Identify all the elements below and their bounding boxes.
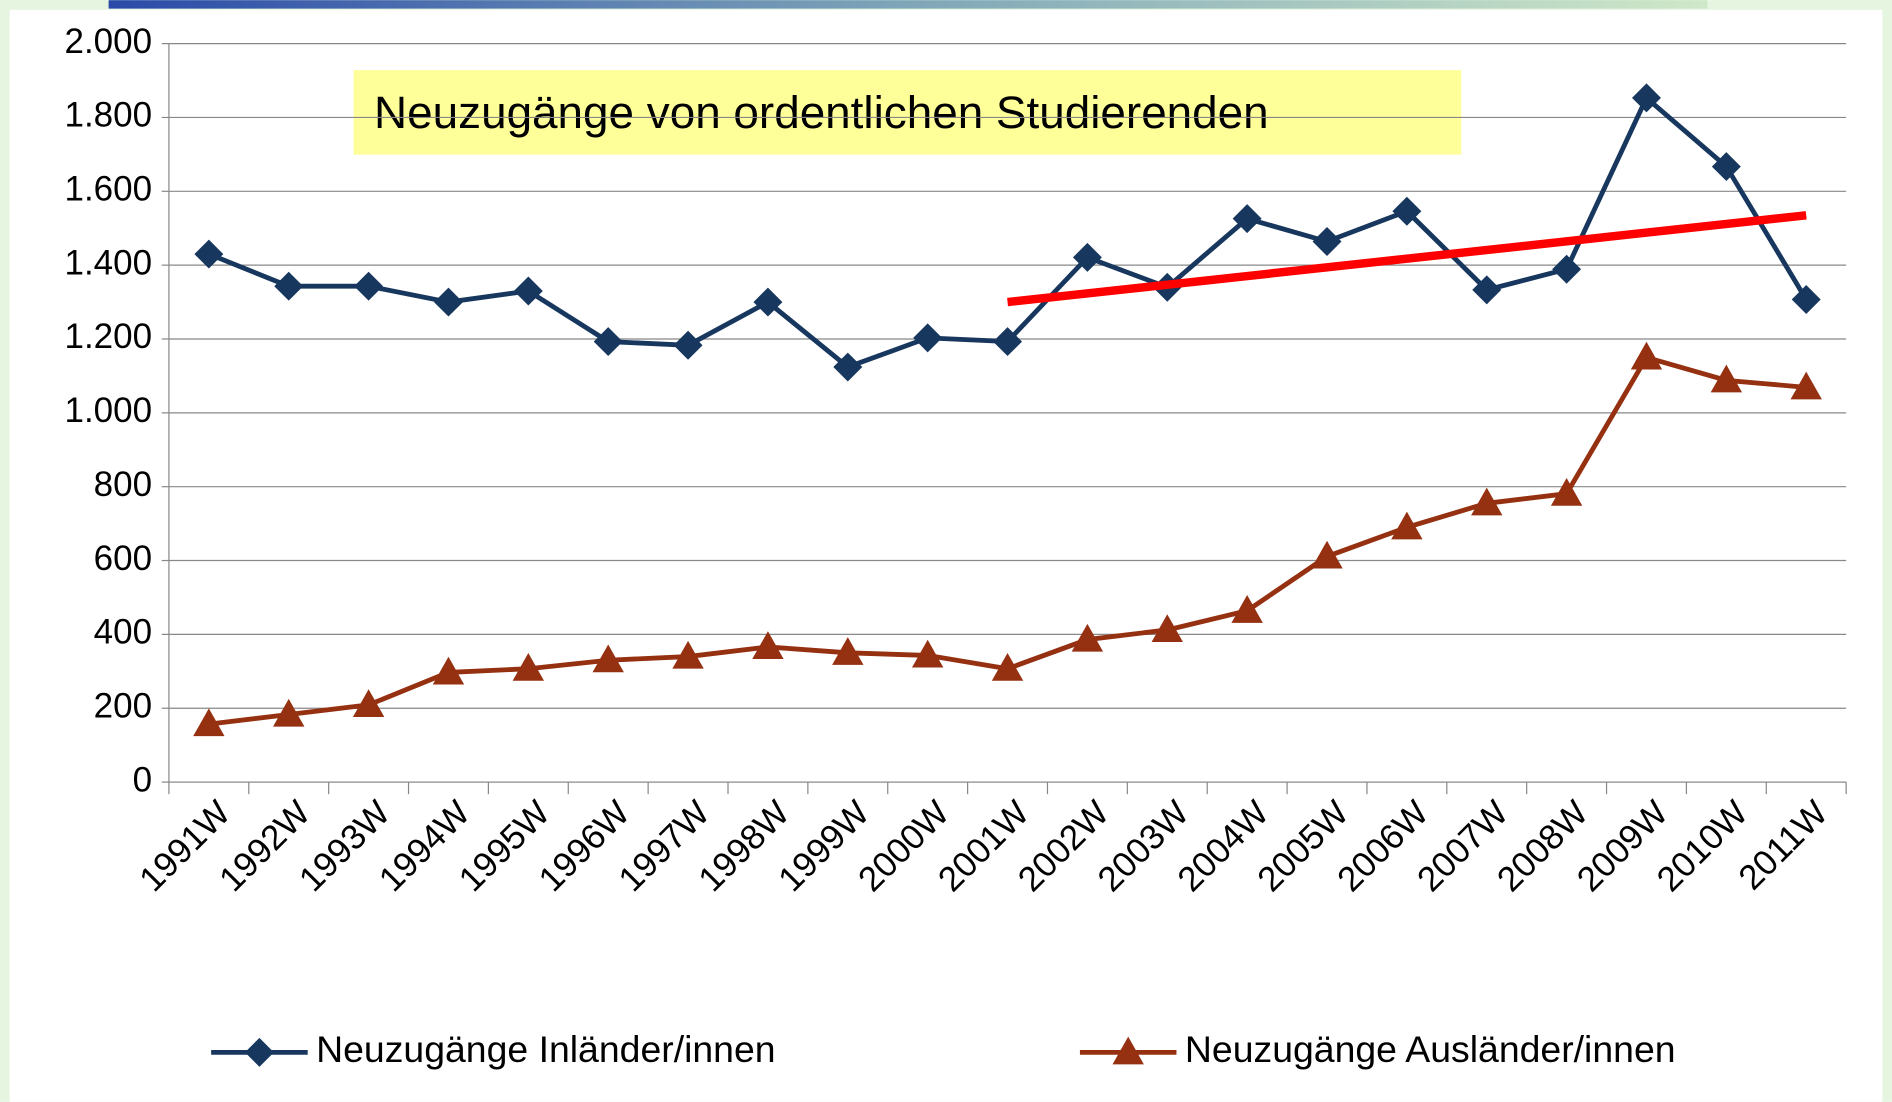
marker (672, 640, 704, 669)
marker (1791, 285, 1821, 314)
marker (1151, 614, 1183, 643)
y-tick-label: 1.400 (64, 243, 152, 282)
marker (1311, 540, 1343, 569)
top-bar (108, 0, 1708, 9)
marker (193, 708, 225, 737)
marker (513, 276, 543, 306)
marker (432, 656, 465, 685)
y-tick-label: 1.600 (64, 170, 152, 209)
marker (1392, 196, 1422, 226)
marker (673, 330, 703, 360)
marker (433, 287, 463, 317)
legend-marker (1112, 1036, 1144, 1065)
chart-title: Neuzugänge von ordentlichen Studierenden (374, 86, 1269, 138)
marker (1471, 487, 1503, 516)
marker (993, 327, 1023, 357)
y-tick-label: 1.200 (64, 317, 152, 356)
marker (1710, 364, 1743, 393)
marker (592, 644, 624, 673)
marker (911, 639, 944, 668)
y-tick-label: 400 (94, 613, 152, 652)
legend-label: Neuzugänge Ausländer/innen (1185, 1028, 1676, 1070)
title-box (353, 70, 1462, 155)
marker (753, 287, 783, 317)
y-tick-label: 1.800 (64, 96, 152, 135)
y-tick-label: 800 (94, 465, 152, 504)
chart-area (9, 9, 1883, 1102)
marker (833, 352, 863, 382)
marker (593, 327, 623, 357)
marker (1631, 83, 1661, 113)
marker (913, 323, 943, 353)
marker (1071, 623, 1104, 652)
legend-label: Neuzugänge Inländer/innen (316, 1028, 775, 1070)
marker (194, 239, 224, 269)
marker (1790, 371, 1822, 400)
marker (352, 689, 385, 717)
y-tick-label: 600 (94, 539, 152, 578)
marker (991, 653, 1024, 681)
marker (752, 631, 784, 659)
marker (1391, 511, 1423, 540)
marker (1231, 595, 1263, 623)
marker (832, 637, 864, 665)
marker (1550, 478, 1583, 506)
marker (512, 653, 545, 681)
trendline (1007, 211, 1807, 307)
y-tick-label: 2.000 (64, 22, 152, 61)
y-tick-label: 200 (94, 686, 152, 725)
y-tick-label: 1.000 (64, 391, 152, 430)
y-tick-label: 0 (133, 760, 152, 799)
marker (1630, 341, 1663, 370)
marker (1711, 152, 1741, 182)
marker (273, 698, 305, 727)
